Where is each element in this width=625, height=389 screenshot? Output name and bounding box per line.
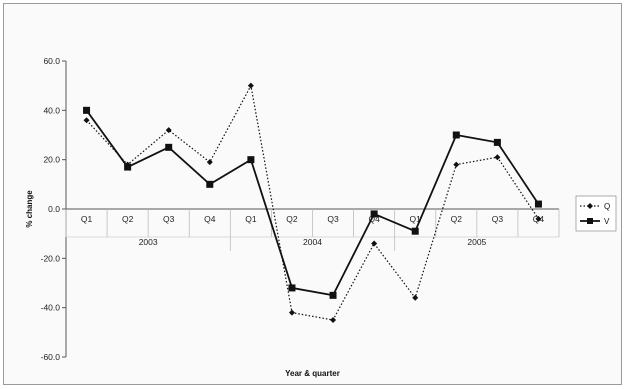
- series-line-q: [86, 83, 539, 321]
- x-tick-label: Q1: [245, 214, 257, 224]
- x-axis: Q1Q2Q3Q4Q1Q2Q3Q4Q1Q2Q3Q4200320042005: [65, 208, 560, 251]
- legend: QV: [575, 195, 617, 232]
- data-point-q: [494, 154, 501, 161]
- y-tick-label: -40.0: [41, 303, 61, 313]
- y-tick-label: 60.0: [43, 56, 60, 66]
- x-tick-label: Q3: [327, 214, 339, 224]
- data-point-q: [330, 317, 337, 323]
- data-point-v: [247, 156, 255, 164]
- y-tick-label: -60.0: [41, 352, 61, 362]
- data-point-v: [165, 143, 173, 151]
- data-point-q: [453, 161, 460, 168]
- legend-box: [575, 195, 617, 232]
- data-point-v: [288, 284, 296, 292]
- x-year-label: 2003: [139, 237, 158, 247]
- x-year-label: 2005: [467, 237, 486, 247]
- y-tick-label: 0.0: [48, 204, 60, 214]
- data-point-v: [370, 210, 378, 218]
- data-point-v: [493, 138, 501, 146]
- data-point-q: [247, 82, 254, 89]
- data-point-q: [165, 127, 172, 134]
- x-tick-label: Q1: [81, 214, 93, 224]
- data-point-v: [124, 163, 132, 171]
- data-point-q: [412, 294, 419, 301]
- y-tick-label: -20.0: [41, 253, 61, 263]
- x-tick-label: Q2: [122, 214, 134, 224]
- series-line-v: [85, 109, 540, 297]
- x-tick-label: Q2: [451, 214, 463, 224]
- data-point-q: [288, 309, 295, 316]
- y-tick-label: 40.0: [43, 105, 60, 115]
- data-point-v: [411, 227, 419, 235]
- data-point-v: [534, 200, 542, 208]
- legend-label-v: V: [604, 217, 610, 226]
- y-tick-label: 20.0: [43, 155, 60, 165]
- legend-marker-v: [587, 218, 593, 224]
- x-tick-label: Q3: [163, 214, 175, 224]
- data-point-v: [206, 180, 214, 188]
- x-tick-label: Q2: [286, 214, 298, 224]
- data-point-v: [452, 131, 460, 139]
- legend-marker-q: [587, 203, 593, 209]
- y-axis-label: % change: [25, 190, 34, 228]
- x-tick-label: Q3: [492, 214, 504, 224]
- legend-label-q: Q: [604, 202, 610, 211]
- x-tick-label: Q4: [368, 214, 380, 224]
- data-point-q: [371, 240, 378, 247]
- data-point-v: [83, 106, 91, 114]
- data-point-v: [329, 291, 337, 299]
- chart-frame: 60.0 40.0 20.0 0.0 -20.0 -40.0 -60.0 Q1 Q2 Q3 Q4 Q…: [3, 3, 622, 385]
- series-group: [83, 82, 542, 323]
- data-point-q: [206, 159, 213, 166]
- x-tick-label: Q1: [410, 214, 422, 224]
- y-axis: 60.0 40.0 20.0 0.0 -20.0 -40.0 -60.0: [41, 56, 67, 362]
- x-tick-label: Q4: [204, 214, 216, 224]
- data-point-q: [83, 117, 90, 124]
- x-year-label: 2004: [303, 237, 322, 247]
- data-point-q: [535, 215, 542, 222]
- x-axis-label: Year & quarter: [285, 369, 340, 378]
- line-chart: 60.0 40.0 20.0 0.0 -20.0 -40.0 -60.0 Q1 Q2 Q3 Q4 Q…: [25, 56, 617, 378]
